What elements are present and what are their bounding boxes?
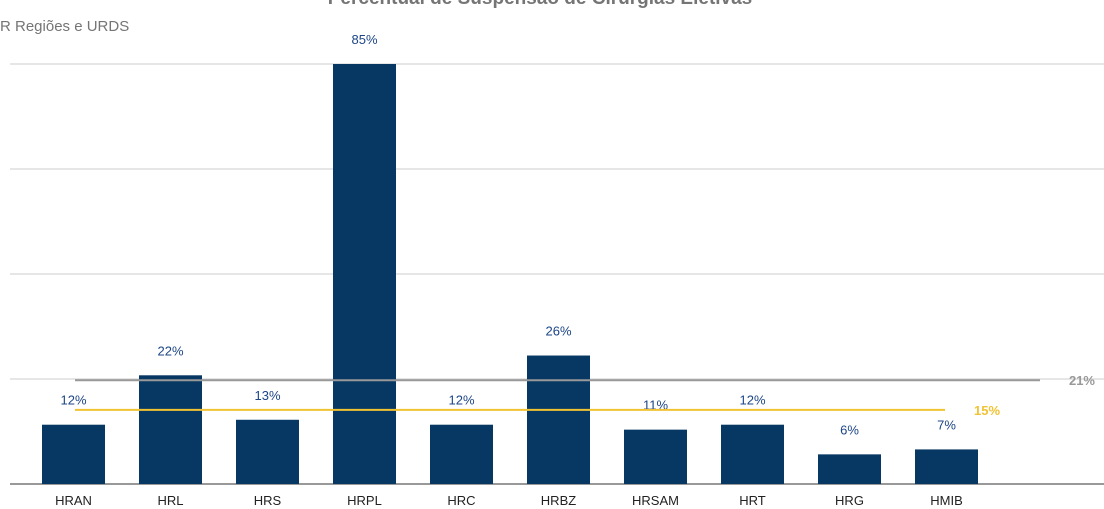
data-label: 85% <box>351 32 377 47</box>
x-tick-label: HRT <box>739 493 766 508</box>
x-tick-label: HRG <box>835 493 864 508</box>
x-tick-label: HRL <box>157 493 183 508</box>
bar <box>430 424 493 484</box>
data-label: 12% <box>448 393 474 408</box>
bar <box>42 424 105 484</box>
x-tick-label: HMIB <box>930 493 963 508</box>
bar <box>333 64 396 484</box>
x-tick-label: HRAN <box>55 493 92 508</box>
bar <box>721 424 784 484</box>
x-tick-label: HRBZ <box>541 493 576 508</box>
data-label: 26% <box>545 324 571 339</box>
chart-title: Percentual de Suspensão de Cirurgias Ele… <box>328 0 753 9</box>
x-tick-label: HRC <box>447 493 475 508</box>
data-label: 12% <box>739 393 765 408</box>
data-label: 13% <box>254 388 280 403</box>
data-label: 7% <box>937 417 956 432</box>
reference-label: 15% <box>974 403 1000 418</box>
chart-subtitle: R Regiões e URDS <box>0 18 129 35</box>
x-tick-label: HRPL <box>347 493 382 508</box>
data-label: 22% <box>157 343 183 358</box>
bar <box>915 449 978 484</box>
data-label: 12% <box>60 393 86 408</box>
x-tick-label: HRS <box>254 493 282 508</box>
bar <box>527 355 590 484</box>
x-tick-label: HRSAM <box>632 493 679 508</box>
reference-label: 21% <box>1069 373 1095 388</box>
bar <box>624 429 687 484</box>
bar <box>139 375 202 484</box>
data-label: 6% <box>840 422 859 437</box>
bar <box>236 419 299 484</box>
bar <box>818 454 881 484</box>
